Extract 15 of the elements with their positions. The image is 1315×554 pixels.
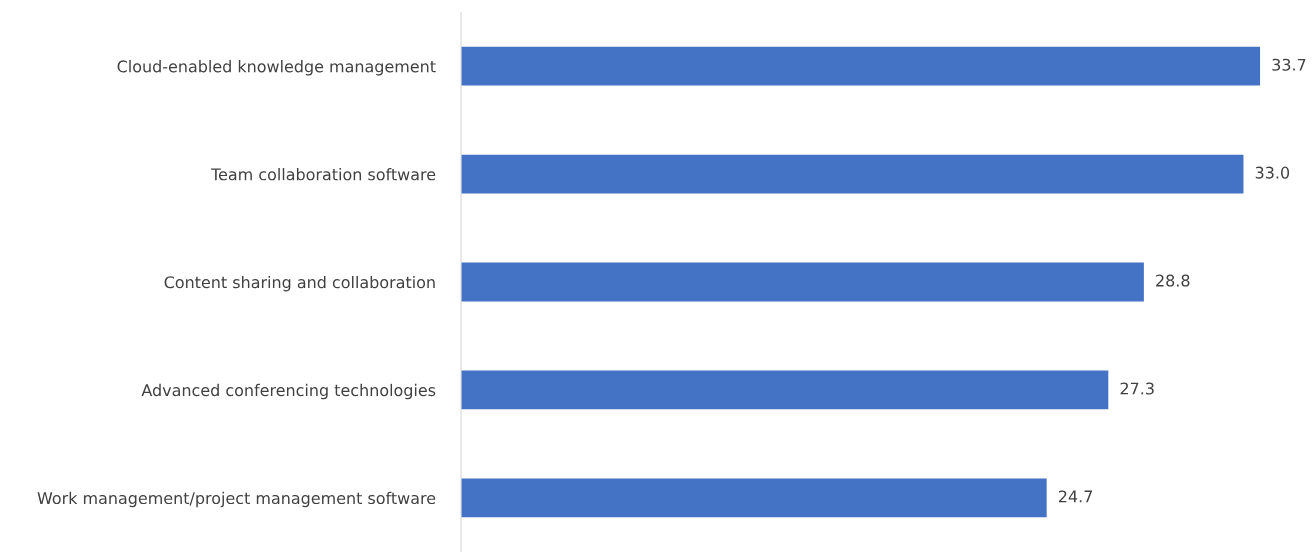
data-label: 27.3 bbox=[1120, 382, 1154, 395]
data-label: 24.7 bbox=[1058, 490, 1092, 503]
data-label: 33.7 bbox=[1272, 58, 1306, 71]
bar bbox=[461, 262, 1144, 302]
bar bbox=[461, 370, 1109, 410]
y-tick-label: Advanced conferencing technologies bbox=[141, 383, 436, 400]
y-tick-label: Work management/project management software bbox=[37, 491, 436, 508]
bar bbox=[461, 478, 1047, 518]
y-tick-label: Team collaboration software bbox=[210, 168, 436, 181]
data-label: 28.8 bbox=[1156, 274, 1190, 287]
bar bbox=[461, 46, 1261, 86]
data-label: 33.0 bbox=[1255, 166, 1290, 179]
y-tick-label: Content sharing and collaboration bbox=[164, 275, 435, 292]
bar bbox=[461, 154, 1244, 194]
y-tick-label: Cloud-enabled knowledge management bbox=[117, 60, 436, 76]
